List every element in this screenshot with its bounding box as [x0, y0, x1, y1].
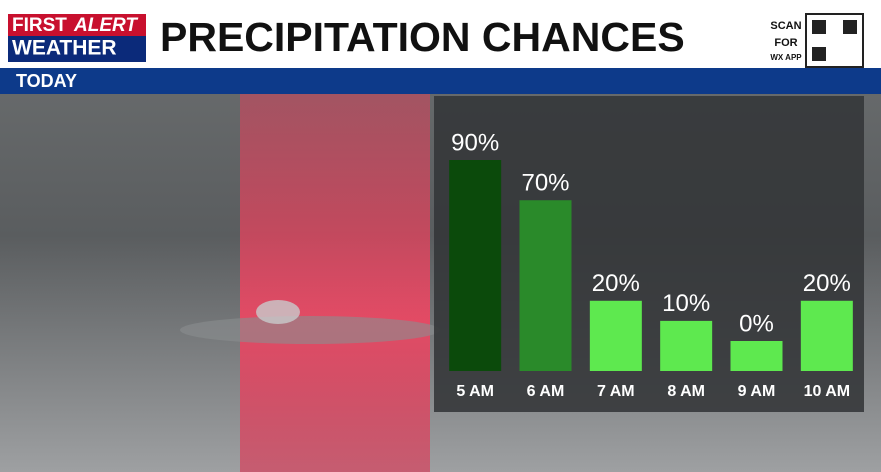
brand-text: ALERT	[73, 15, 138, 36]
background-drop	[256, 300, 300, 324]
value-label: 0%	[739, 310, 774, 337]
bar	[519, 200, 572, 371]
brand-text: WEATHER	[12, 37, 117, 60]
x-tick-label: 5 AM	[456, 383, 494, 400]
value-label: 90%	[451, 129, 499, 156]
value-label: 70%	[521, 170, 569, 197]
chart-panel	[434, 96, 864, 412]
bar	[660, 320, 713, 371]
subtitle-band	[0, 68, 881, 94]
title: PRECIPITATION CHANCES	[160, 14, 685, 60]
qr-code	[843, 20, 857, 34]
background-puddle	[180, 316, 440, 344]
x-tick-label: 8 AM	[667, 383, 705, 400]
subtitle: TODAY	[16, 71, 77, 91]
qr-text: SCAN	[770, 20, 801, 32]
qr-code	[812, 47, 826, 61]
qr-text: FOR	[774, 37, 797, 49]
header-band	[0, 0, 881, 68]
brand-text: FIRST	[12, 15, 67, 36]
bar	[589, 300, 642, 371]
brand-red	[8, 14, 146, 36]
value-label: 20%	[803, 270, 851, 297]
qr-text: WX APP	[770, 53, 802, 62]
x-tick-label: 6 AM	[527, 383, 565, 400]
value-label: 20%	[592, 270, 640, 297]
background-streak	[240, 94, 430, 472]
x-tick-label: 7 AM	[597, 383, 635, 400]
x-tick-label: 9 AM	[738, 383, 776, 400]
qr-code	[812, 20, 826, 34]
bar	[800, 300, 853, 371]
value-label: 10%	[662, 290, 710, 317]
bar	[730, 341, 783, 371]
bar	[449, 160, 502, 371]
x-tick-label: 10 AM	[804, 383, 851, 400]
